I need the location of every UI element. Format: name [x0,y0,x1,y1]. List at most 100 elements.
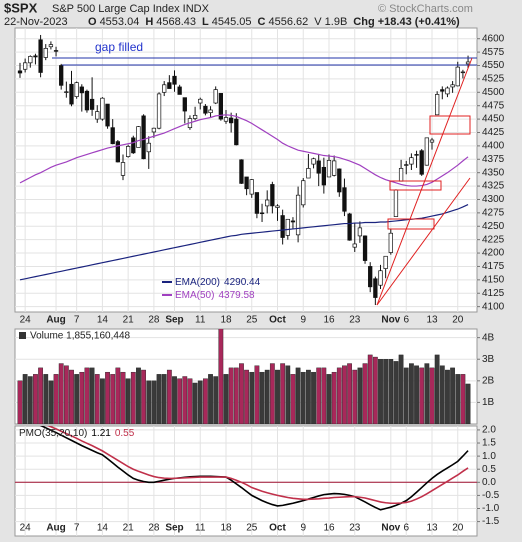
legend-entry: EMA(200) 4290.44 [175,277,261,288]
volume-bar [465,383,471,424]
volume-bar [166,369,172,424]
y-tick-label: 3B [482,354,495,365]
x-tick-label: 21 [123,523,135,534]
candle-body [435,94,440,116]
annotations: gap filled [52,40,477,306]
legend-name: EMA(200) [175,277,220,288]
volume-bar [367,354,373,424]
candle-body [28,56,33,64]
volume-bar [419,367,425,424]
volume-bar [331,371,337,424]
y-tick-label: 1B [482,397,495,408]
volume-bar [445,369,450,424]
candle-body [301,180,306,206]
volume-bar [347,363,352,424]
volume-bar [74,374,80,424]
candle-body [208,109,213,114]
volume-bar [156,374,162,424]
y-tick-label: 4250 [482,221,505,232]
volume-bar [434,354,440,424]
candle-body [89,98,95,110]
x-tick-label: Sep [165,523,183,534]
volume-bar [228,367,234,424]
x-tick-label: 16 [323,523,335,534]
volume-bar [94,374,100,424]
candle-body [125,146,131,157]
candle-body [357,227,363,237]
x-tick-label: 13 [426,523,438,534]
candle-body [17,70,23,74]
ohlc-value: 4545.05 [212,16,252,28]
x-tick-label: Sep [165,315,183,326]
y-tick-label: 4375 [482,154,505,165]
y-tick-label: 1.0 [482,451,496,462]
candle-body [120,162,126,176]
volume-bar [22,374,28,424]
x-tick-label: 21 [123,315,135,326]
candle-body [465,61,471,65]
candle-body [280,215,285,238]
y-tick-label: 4525 [482,74,505,85]
candle-body [378,270,383,286]
candle-body [460,71,466,74]
legend-entry: EMA(50) 4379.58 [175,290,255,301]
candle-body [440,89,445,92]
candle-body [48,44,54,48]
x-tick-label: Nov [381,523,400,534]
candle-body [141,115,146,160]
volume-icon [19,332,26,339]
volume-bar [125,378,131,424]
candle-body [100,97,105,120]
y-tick-label: 4550 [482,60,505,71]
candle-body [290,220,296,223]
candle-body [275,205,280,208]
candle-body [198,98,203,104]
change: Chg +18.43 (+0.41%) [353,16,460,28]
volume-bar [450,367,455,424]
x-tick-label: 24 [20,315,32,326]
legend-value: 4290.44 [224,277,261,288]
legend-value: 1.21 [91,428,111,439]
volume-bar [84,367,90,424]
volume-bar [388,359,394,424]
x-tick-label: 18 [220,315,232,326]
volume-bar [177,378,183,424]
candle-body [167,82,172,89]
candle-body [239,159,244,184]
candle-body [414,154,419,156]
candle-body [342,187,347,212]
candle-body [213,89,218,104]
candle-body [69,83,74,105]
candle-body [38,39,43,73]
volume-bar [233,367,239,424]
volume-bar [239,363,244,424]
candle-body [332,160,337,176]
candle-body [270,184,275,207]
x-tick-label: 13 [426,315,438,326]
volume-bar [326,374,332,424]
volume-summary: V 1.9B [314,16,347,28]
series-line [19,114,469,187]
y-tick-label: 1.5 [482,438,496,449]
volume-bar [290,374,296,424]
candle-body [244,176,249,190]
volume-bar [33,374,38,424]
candle-body [306,168,311,179]
volume-bar [120,371,126,424]
candle-body [23,62,28,70]
volume-marks [17,329,471,424]
candle-body [316,160,321,174]
candle-body [404,164,409,166]
candle-body [249,179,254,195]
candle-body [409,157,414,165]
volume-bar [249,371,255,424]
y-tick-label: 4225 [482,234,505,245]
candle-body [450,84,455,88]
volume-bar [285,365,291,424]
x-tick-label: 16 [323,315,335,326]
volume-bar [208,374,213,424]
y-tick-label: 4125 [482,288,505,299]
volume-bar [321,367,327,424]
candle-body [445,87,450,95]
